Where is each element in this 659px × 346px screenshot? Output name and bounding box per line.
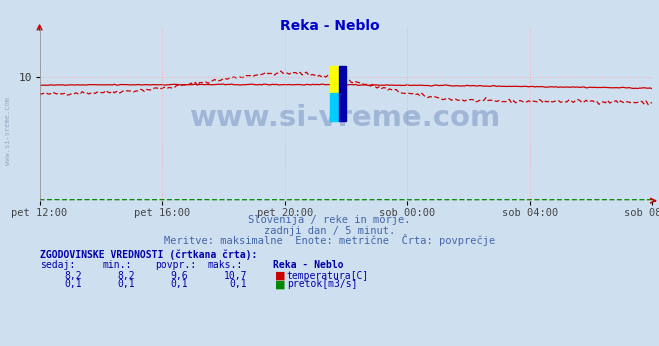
Text: Reka - Neblo: Reka - Neblo bbox=[273, 260, 344, 270]
Text: min.:: min.: bbox=[102, 260, 132, 270]
Text: maks.:: maks.: bbox=[208, 260, 243, 270]
Text: 8,2: 8,2 bbox=[117, 271, 135, 281]
Text: 0,1: 0,1 bbox=[170, 279, 188, 289]
Text: 10,7: 10,7 bbox=[223, 271, 247, 281]
Text: www.si-vreme.com: www.si-vreme.com bbox=[190, 104, 501, 131]
Text: ■: ■ bbox=[275, 271, 286, 281]
Text: zadnji dan / 5 minut.: zadnji dan / 5 minut. bbox=[264, 226, 395, 236]
Text: ZGODOVINSKE VREDNOSTI (črtkana črta):: ZGODOVINSKE VREDNOSTI (črtkana črta): bbox=[40, 249, 257, 260]
Text: ■: ■ bbox=[275, 279, 286, 289]
Text: temperatura[C]: temperatura[C] bbox=[287, 271, 369, 281]
Text: www.si-vreme.com: www.si-vreme.com bbox=[5, 98, 11, 165]
Text: 0,1: 0,1 bbox=[65, 279, 82, 289]
Text: sedaj:: sedaj: bbox=[40, 260, 74, 270]
Text: 8,2: 8,2 bbox=[65, 271, 82, 281]
Text: 0,1: 0,1 bbox=[117, 279, 135, 289]
Text: 9,6: 9,6 bbox=[170, 271, 188, 281]
Text: Meritve: maksimalne  Enote: metrične  Črta: povprečje: Meritve: maksimalne Enote: metrične Črta… bbox=[164, 234, 495, 246]
Text: Reka - Neblo: Reka - Neblo bbox=[279, 19, 380, 33]
Text: pretok[m3/s]: pretok[m3/s] bbox=[287, 279, 357, 289]
Text: 0,1: 0,1 bbox=[229, 279, 247, 289]
Text: Slovenija / reke in morje.: Slovenija / reke in morje. bbox=[248, 215, 411, 225]
Text: povpr.:: povpr.: bbox=[155, 260, 196, 270]
